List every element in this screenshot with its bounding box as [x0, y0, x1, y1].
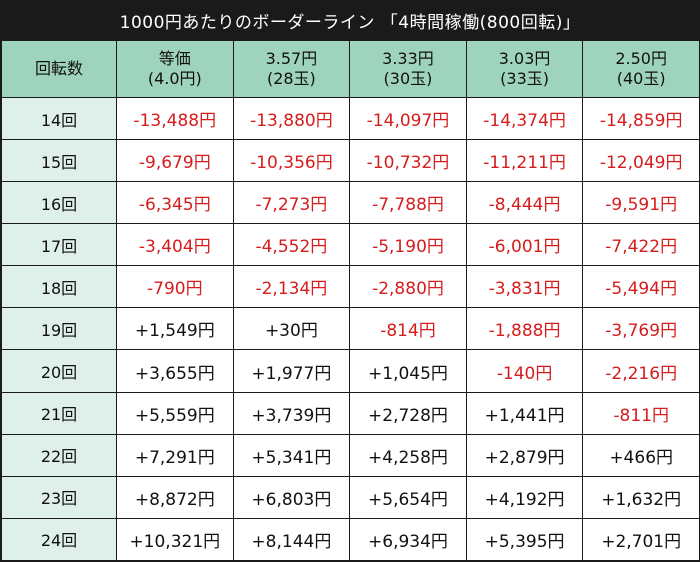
header-rate-col-5: 2.50円 (40玉) — [582, 40, 700, 98]
header-rate-detail: (33玉) — [500, 69, 549, 88]
row-label: 20回 — [1, 349, 117, 393]
table-row: 20回 +3,655円 +1,977円 +1,045円 -140円 -2,216円 — [1, 349, 700, 393]
value-cell: -12,049円 — [582, 139, 700, 183]
row-label: 23回 — [1, 475, 117, 519]
value-cell: -14,374円 — [465, 96, 584, 141]
table-row: 24回 +10,321円 +8,144円 +6,934円 +5,395円 +2,701円 — [1, 517, 700, 562]
value-cell: -3,769円 — [582, 307, 700, 351]
value-cell: -6,001円 — [465, 223, 584, 267]
value-cell: -2,880円 — [349, 265, 467, 309]
value-cell: +1,045円 — [349, 349, 467, 393]
header-rate: 等価 — [158, 49, 191, 68]
value-cell: +1,632円 — [582, 475, 700, 519]
value-cell: -2,216円 — [582, 349, 700, 393]
value-cell: +2,728円 — [349, 391, 467, 435]
value-cell: +1,441円 — [465, 391, 584, 435]
value-cell: +5,654円 — [349, 475, 467, 519]
value-cell: -4,552円 — [232, 223, 351, 267]
header-rate-col-4: 3.03円 (33玉) — [465, 40, 584, 98]
value-cell: -7,273円 — [232, 181, 351, 225]
value-cell: -9,679円 — [116, 139, 234, 183]
value-cell: +8,872円 — [116, 475, 234, 519]
value-cell: +1,549円 — [116, 307, 234, 351]
row-label: 24回 — [1, 517, 117, 562]
header-row: 回転数 等価 (4.0円) 3.57円 (28玉) 3.33円 (30玉) 3.… — [1, 40, 700, 98]
value-cell: -14,097円 — [349, 96, 467, 141]
value-cell: -9,591円 — [582, 181, 700, 225]
value-cell: +6,934円 — [349, 517, 467, 562]
value-cell: -7,422円 — [582, 223, 700, 267]
table-row: 23回 +8,872円 +6,803円 +5,654円 +4,192円 +1,632円 — [1, 475, 700, 519]
value-cell: +30円 — [232, 307, 351, 351]
value-cell: -814円 — [349, 307, 467, 351]
value-cell: +2,879円 — [465, 433, 584, 477]
value-cell: -790円 — [116, 265, 234, 309]
table-row: 15回 -9,679円 -10,356円 -10,732円 -11,211円 -12,04… — [1, 139, 700, 183]
value-cell: -13,488円 — [116, 96, 234, 141]
header-rate-detail: (4.0円) — [147, 69, 202, 88]
row-label: 17回 — [1, 223, 117, 267]
header-rate-detail: (28玉) — [266, 69, 316, 88]
header-rate: 3.33円 — [382, 49, 434, 68]
value-cell: +5,395円 — [465, 517, 584, 562]
table-row: 19回 +1,549円 +30円 -814円 -1,888円 -3,769円 — [1, 307, 700, 351]
value-cell: +4,192円 — [465, 475, 584, 519]
value-cell: -8,444円 — [465, 181, 584, 225]
header-rate-col-3: 3.33円 (30玉) — [349, 40, 467, 98]
row-label: 19回 — [1, 307, 117, 351]
table-row: 16回 -6,345円 -7,273円 -7,788円 -8,444円 -9,591円 — [1, 181, 700, 225]
value-cell: +4,258円 — [349, 433, 467, 477]
value-cell: +7,291円 — [116, 433, 234, 477]
header-rate-detail: (30玉) — [383, 69, 433, 88]
value-cell: -811円 — [582, 391, 700, 435]
page-title: 1000円あたりのボーダーライン 「4時間稼働(800回転)」 — [119, 12, 581, 33]
header-rate-col-1: 等価 (4.0円) — [116, 40, 234, 98]
value-cell: -13,880円 — [232, 96, 351, 141]
header-spin-count: 回転数 — [1, 40, 117, 98]
value-cell: -5,494円 — [582, 265, 700, 309]
value-cell: +2,701円 — [582, 517, 700, 562]
value-cell: -2,134円 — [232, 265, 351, 309]
value-cell: -140円 — [465, 349, 584, 393]
header-rate-detail: (40玉) — [616, 69, 666, 88]
value-cell: -7,788円 — [349, 181, 467, 225]
value-cell: +1,977円 — [232, 349, 351, 393]
header-rate: 2.50円 — [615, 49, 667, 68]
value-cell: +3,739円 — [232, 391, 351, 435]
table-row: 14回 -13,488円 -13,880円 -14,097円 -14,374円 -14,8… — [1, 96, 700, 141]
value-cell: +466円 — [582, 433, 700, 477]
row-label: 16回 — [1, 181, 117, 225]
table-row: 22回 +7,291円 +5,341円 +4,258円 +2,879円 +466円 — [1, 433, 700, 477]
value-cell: -10,732円 — [349, 139, 467, 183]
value-cell: +3,655円 — [116, 349, 234, 393]
value-cell: -14,859円 — [582, 96, 700, 141]
value-cell: -6,345円 — [116, 181, 234, 225]
table-row: 21回 +5,559円 +3,739円 +2,728円 +1,441円 -811円 — [1, 391, 700, 435]
value-cell: +5,559円 — [116, 391, 234, 435]
row-label: 14回 — [1, 96, 117, 141]
row-label: 15回 — [1, 139, 117, 183]
value-cell: -5,190円 — [349, 223, 467, 267]
row-label: 22回 — [1, 433, 117, 477]
border-table: 回転数 等価 (4.0円) 3.57円 (28玉) 3.33円 (30玉) 3.… — [1, 40, 700, 562]
header-rate-col-2: 3.57円 (28玉) — [232, 40, 351, 98]
table-body: 14回 -13,488円 -13,880円 -14,097円 -14,374円 -14,8… — [1, 96, 700, 562]
header-rate: 3.57円 — [265, 49, 318, 68]
table-row: 17回 -3,404円 -4,552円 -5,190円 -6,001円 -7,422円 — [1, 223, 700, 267]
table-row: 18回 -790円 -2,134円 -2,880円 -3,831円 -5,494円 — [1, 265, 700, 309]
value-cell: +10,321円 — [116, 517, 234, 562]
value-cell: +6,803円 — [232, 475, 351, 519]
header-rate: 3.03円 — [498, 49, 551, 68]
value-cell: -1,888円 — [465, 307, 584, 351]
row-label: 18回 — [1, 265, 117, 309]
value-cell: -11,211円 — [465, 139, 584, 183]
value-cell: -3,831円 — [465, 265, 584, 309]
value-cell: -10,356円 — [232, 139, 351, 183]
row-label: 21回 — [1, 391, 117, 435]
value-cell: +5,341円 — [232, 433, 351, 477]
value-cell: +8,144円 — [232, 517, 351, 562]
value-cell: -3,404円 — [116, 223, 234, 267]
